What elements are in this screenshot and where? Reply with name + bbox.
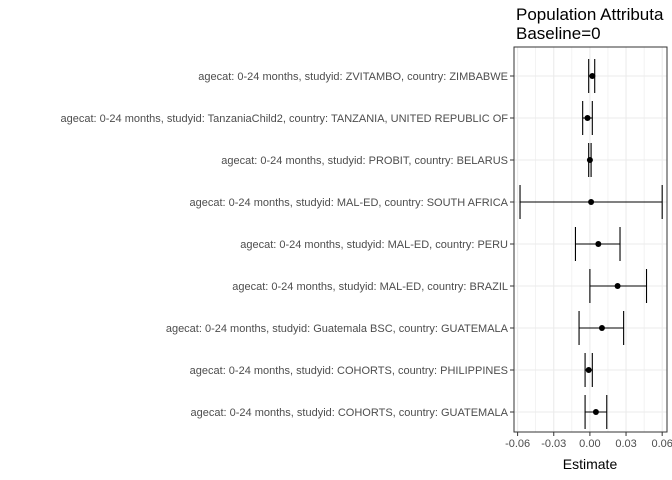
chart-title: Population Attributa [516,5,664,24]
chart-subtitle: Baseline=0 [516,24,601,43]
estimate-point [592,409,599,415]
category-label: agecat: 0-24 months, studyid: Guatemala … [166,323,509,335]
plot-panel-border [513,46,668,433]
estimate-point [614,283,621,289]
points [584,73,621,415]
category-label: agecat: 0-24 months, studyid: ZVITAMBO, … [198,71,508,83]
category-labels: agecat: 0-24 months, studyid: ZVITAMBO, … [60,71,508,419]
grid-minor [535,47,645,432]
estimate-point [584,115,591,121]
category-label: agecat: 0-24 months, studyid: TanzaniaCh… [60,113,508,125]
estimate-point [595,241,602,247]
x-tick-label: -0.06 [505,438,530,450]
category-label: agecat: 0-24 months, studyid: PROBIT, co… [221,155,508,167]
estimate-point [589,73,596,79]
category-label: agecat: 0-24 months, studyid: MAL-ED, co… [232,281,508,293]
estimate-point [585,367,592,373]
category-label: agecat: 0-24 months, studyid: COHORTS, c… [190,365,508,377]
estimate-point [598,325,605,331]
x-tick-label: 0.06 [651,438,672,450]
x-axis-ticks: -0.06 -0.03 0.00 0.03 0.06 [505,75,672,450]
category-label: agecat: 0-24 months, studyid: COHORTS, c… [191,407,509,419]
x-tick-label: -0.03 [541,438,566,450]
x-tick-label: 0.03 [615,438,636,450]
estimate-point [588,199,595,205]
estimate-point [586,157,593,163]
category-label: agecat: 0-24 months, studyid: MAL-ED, co… [240,239,508,251]
category-label: agecat: 0-24 months, studyid: MAL-ED, co… [189,197,508,209]
x-tick-label: 0.00 [579,438,600,450]
x-axis-title: Estimate [563,456,618,472]
